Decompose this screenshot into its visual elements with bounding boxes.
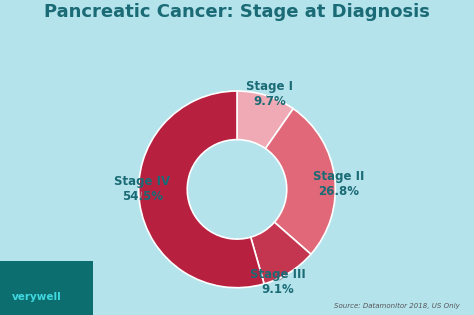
- Title: Pancreatic Cancer: Stage at Diagnosis: Pancreatic Cancer: Stage at Diagnosis: [44, 3, 430, 21]
- Text: Stage IV
54.5%: Stage IV 54.5%: [114, 175, 170, 203]
- Wedge shape: [265, 109, 335, 254]
- Text: Stage II
26.8%: Stage II 26.8%: [313, 169, 365, 198]
- Wedge shape: [139, 91, 264, 288]
- Wedge shape: [251, 222, 311, 284]
- Text: Source: Datamonitor 2018, US Only: Source: Datamonitor 2018, US Only: [334, 303, 460, 309]
- Text: Stage III
9.1%: Stage III 9.1%: [250, 268, 305, 296]
- Text: Stage I
9.7%: Stage I 9.7%: [246, 81, 293, 108]
- Text: verywell: verywell: [12, 292, 62, 302]
- Wedge shape: [237, 91, 293, 149]
